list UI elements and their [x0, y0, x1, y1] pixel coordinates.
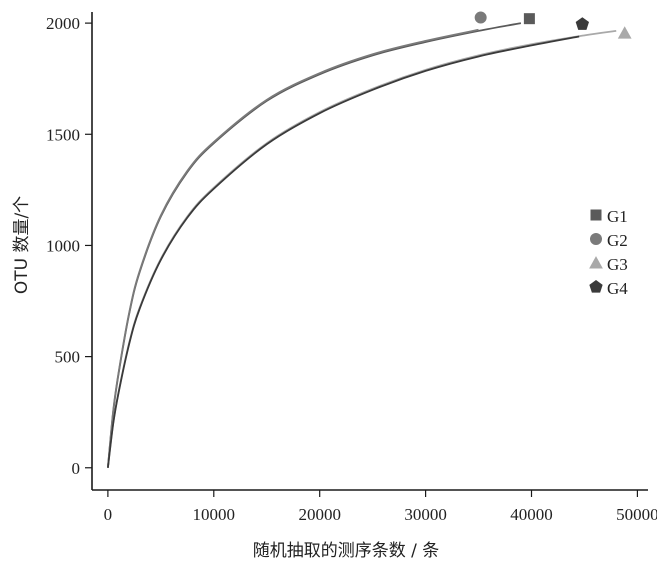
y-axis-title: OTU 数量/个 [12, 196, 32, 294]
y-axis-ticks: 0 500 1000 1500 2000 [46, 14, 92, 478]
x-tick-label: 0 [104, 505, 113, 524]
series-line-g3 [106, 30, 617, 468]
legend-marker-g2 [590, 233, 602, 245]
legend-marker-g3 [589, 256, 603, 269]
y-tick-label: 2000 [46, 14, 80, 33]
y-tick-label: 500 [55, 348, 81, 367]
legend-label-g1: G1 [607, 207, 628, 226]
y-tick-label: 1000 [46, 236, 80, 255]
y-tick-label: 1500 [46, 125, 80, 144]
legend-marker-g1 [590, 209, 602, 221]
x-tick-label: 10000 [193, 505, 236, 524]
series-end-marker-g4 [575, 17, 589, 30]
x-axis-title: 随机抽取的测序条数 / 条 [253, 541, 440, 561]
x-tick-label: 30000 [404, 505, 447, 524]
legend: G1 G2 G3 G4 [589, 207, 628, 298]
series-line-g2 [106, 28, 479, 468]
x-tick-label: 50000 [616, 505, 657, 524]
x-axis-ticks: 0 10000 20000 30000 40000 50000 [104, 490, 657, 524]
plot-area [106, 11, 632, 468]
x-tick-label: 40000 [510, 505, 553, 524]
legend-marker-g4 [589, 280, 603, 293]
series-line-g4 [106, 35, 580, 468]
series-end-marker-g3 [617, 26, 632, 39]
series-end-marker-g2 [474, 11, 487, 24]
axes [91, 12, 648, 491]
x-tick-label: 20000 [298, 505, 341, 524]
legend-label-g2: G2 [607, 231, 628, 250]
legend-label-g3: G3 [607, 255, 628, 274]
y-tick-label: 0 [72, 459, 81, 478]
legend-label-g4: G4 [607, 279, 628, 298]
series-end-marker-g1 [523, 13, 535, 25]
